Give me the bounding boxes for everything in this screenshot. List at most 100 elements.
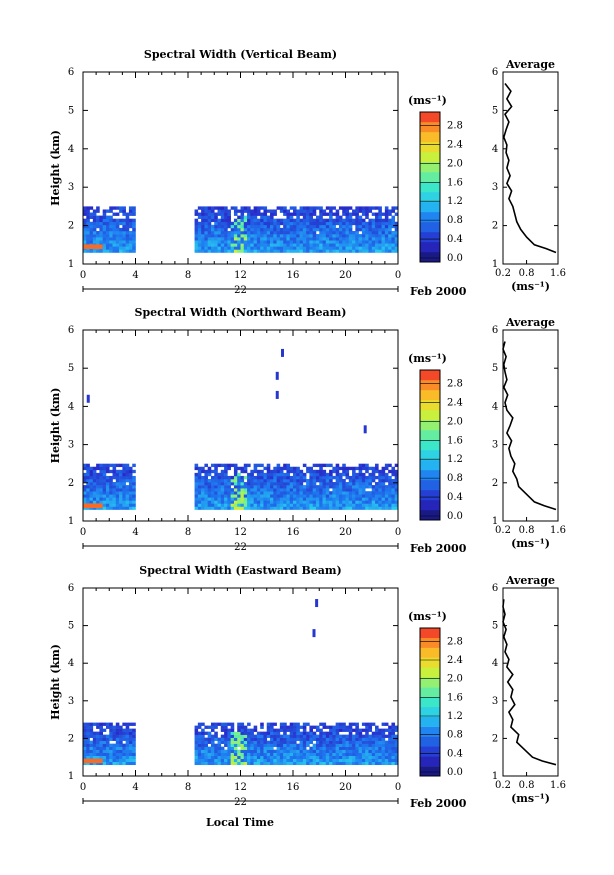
heatmap-cell <box>220 212 225 216</box>
heatmap-cell <box>86 761 90 766</box>
heatmap-cell <box>102 485 107 489</box>
heatmap-cell <box>273 224 277 229</box>
heatmap-cell <box>256 240 261 244</box>
heatmap-cell <box>115 221 120 226</box>
heatmap-cell <box>128 246 133 250</box>
heatmap-cell <box>250 237 254 241</box>
heatmap-cell <box>204 737 208 741</box>
heatmap-cell <box>309 469 313 474</box>
heatmap-cell <box>352 494 356 498</box>
heatmap-cell <box>119 478 123 483</box>
heatmap-cell <box>227 482 231 486</box>
heatmap-cell <box>92 249 97 253</box>
heatmap-cell <box>315 237 320 241</box>
heatmap-cell <box>384 209 389 213</box>
heatmap-cell <box>197 234 202 238</box>
heatmap-cell <box>217 224 222 229</box>
heatmap-cell <box>96 737 100 741</box>
heatmap-cell <box>112 749 117 753</box>
heatmap-cell <box>89 722 94 726</box>
heatmap-cell <box>99 500 103 504</box>
heatmap-cell <box>197 215 202 219</box>
heatmap-cell <box>332 725 336 729</box>
heatmap-cell <box>115 494 120 498</box>
heatmap-cell <box>299 506 304 510</box>
heatmap-cell <box>86 478 90 483</box>
heatmap-cell <box>243 463 248 468</box>
heatmap-cell <box>197 221 202 226</box>
heatmap-cell <box>109 230 113 235</box>
heatmap-cell <box>132 227 136 232</box>
heatmap-cell <box>371 746 376 750</box>
heatmap-cell <box>237 761 241 766</box>
heatmap-cell <box>266 728 271 732</box>
heatmap-cell <box>112 466 117 471</box>
heatmap-cell <box>388 463 392 468</box>
heatmap-cell <box>299 212 304 216</box>
heatmap-cell <box>302 731 307 735</box>
heatmap-cell <box>378 482 382 486</box>
heatmap-cell <box>115 737 120 741</box>
heatmap-cell <box>315 758 320 763</box>
heatmap-cell <box>352 740 356 744</box>
heatmap-cell <box>115 731 120 735</box>
heatmap-cell <box>355 249 359 253</box>
heatmap-cell <box>112 218 117 223</box>
heatmap-cell <box>312 494 317 498</box>
heatmap-cell <box>365 249 369 253</box>
heatmap-cell <box>201 218 205 223</box>
heatmap-cell <box>388 734 392 738</box>
heatmap-cell <box>197 731 202 735</box>
heatmap-cell <box>86 240 90 244</box>
heatmap-cell <box>83 488 87 492</box>
heatmap-cell <box>306 482 310 486</box>
heatmap-cell <box>335 482 340 486</box>
heatmap-cell <box>102 749 107 753</box>
high-width-patch <box>83 758 103 764</box>
heatmap-cell <box>210 475 215 480</box>
heatmap-cell <box>348 746 353 750</box>
heatmap-cell <box>128 224 133 229</box>
heatmap-cell <box>312 485 317 489</box>
heatmap-cell <box>381 743 386 747</box>
heatmap-cell <box>276 237 281 241</box>
heatmap-cell <box>227 746 231 750</box>
heatmap-cell <box>365 209 369 213</box>
heatmap-cell <box>83 472 87 477</box>
heatmap-cell <box>394 469 398 474</box>
heatmap-cell <box>96 482 100 486</box>
heatmap-cell <box>102 472 107 477</box>
heatmap-cell <box>109 463 113 468</box>
heatmap-cell <box>289 497 294 501</box>
heatmap-cell <box>224 500 228 504</box>
heatmap-cell <box>276 230 281 235</box>
heatmap-cell <box>224 482 228 486</box>
heatmap-cell <box>256 737 261 741</box>
heatmap-cell <box>309 728 313 732</box>
heatmap-cell <box>338 761 343 766</box>
heatmap-cell <box>279 246 284 250</box>
heatmap-cell <box>86 466 90 471</box>
heatmap-cell <box>335 221 340 226</box>
colorbar-bin <box>420 410 440 421</box>
heatmap-cell <box>119 749 123 753</box>
heatmap-cell <box>270 249 274 253</box>
heatmap-cell <box>342 463 346 468</box>
heatmap-cell <box>345 249 350 253</box>
heatmap-cell <box>237 731 241 735</box>
heatmap-cell <box>214 243 218 247</box>
heatmap-cell <box>289 488 294 492</box>
heatmap-cell <box>83 506 87 510</box>
heatmap-cell <box>283 249 287 253</box>
heatmap-cell <box>352 500 356 504</box>
heatmap-cell <box>109 215 113 219</box>
heatmap-cell <box>194 497 199 501</box>
heatmap-cell <box>296 227 300 232</box>
heatmap-cell <box>247 485 251 489</box>
heatmap-cell <box>128 728 133 732</box>
heatmap-cell <box>368 761 373 766</box>
heatmap-cell <box>260 740 264 744</box>
heatmap-cell <box>394 482 398 486</box>
heatmap-cell <box>384 728 389 732</box>
heatmap-cell <box>325 485 330 489</box>
